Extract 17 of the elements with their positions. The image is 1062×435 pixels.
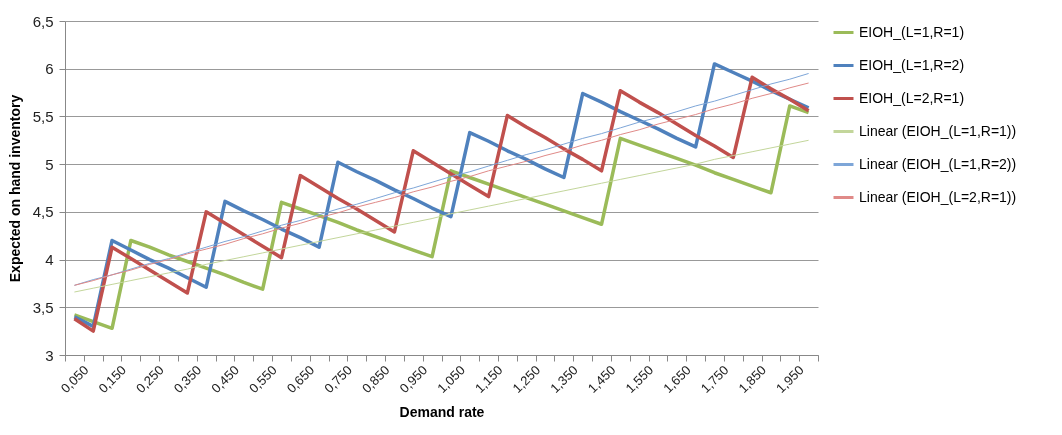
legend-label: EIOH_(L=1,R=1) bbox=[859, 23, 965, 40]
y-tick-label: 6 bbox=[45, 60, 54, 78]
y-tick-label: 3 bbox=[45, 346, 54, 364]
x-axis-title: Demand rate bbox=[399, 403, 485, 420]
y-tick-label: 4 bbox=[45, 251, 54, 269]
y-tick-label: 5 bbox=[45, 155, 54, 173]
legend-label: Linear (EIOH_(L=1,R=2)) bbox=[859, 155, 1017, 172]
line-series bbox=[73, 139, 810, 293]
legend-label: Linear (EIOH_(L=2,R=1)) bbox=[859, 188, 1017, 205]
y-tick-label: 4,5 bbox=[32, 203, 54, 221]
y-axis-title: Expected on hand inventory bbox=[6, 94, 23, 283]
legend-label: EIOH_(L=2,R=1) bbox=[859, 89, 965, 106]
y-tick-label: 6,5 bbox=[32, 12, 54, 30]
y-tick-label: 5,5 bbox=[32, 107, 54, 125]
legend-label: Linear (EIOH_(L=1,R=1)) bbox=[859, 122, 1017, 139]
legend-label: EIOH_(L=1,R=2) bbox=[859, 56, 965, 73]
y-tick-label: 3,5 bbox=[32, 298, 54, 316]
